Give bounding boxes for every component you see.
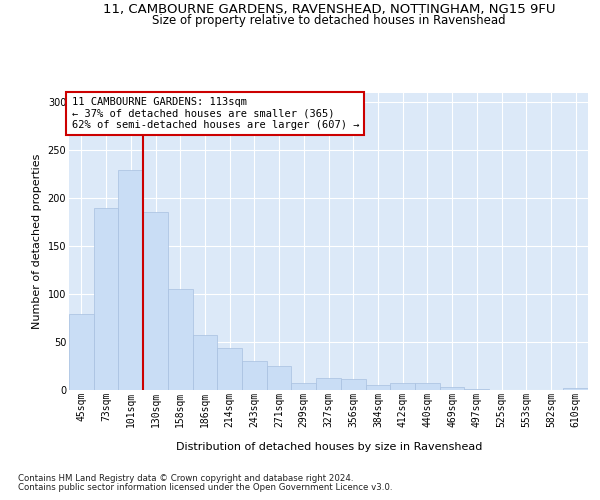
Bar bbox=[316, 378, 341, 390]
Bar bbox=[143, 212, 168, 390]
Bar bbox=[168, 289, 193, 390]
Bar bbox=[390, 384, 415, 390]
Text: Contains public sector information licensed under the Open Government Licence v3: Contains public sector information licen… bbox=[18, 484, 392, 492]
Bar bbox=[267, 366, 292, 390]
Text: Distribution of detached houses by size in Ravenshead: Distribution of detached houses by size … bbox=[176, 442, 482, 452]
Bar bbox=[193, 336, 217, 390]
Bar bbox=[415, 384, 440, 390]
Text: 11 CAMBOURNE GARDENS: 113sqm
← 37% of detached houses are smaller (365)
62% of s: 11 CAMBOURNE GARDENS: 113sqm ← 37% of de… bbox=[71, 97, 359, 130]
Text: Contains HM Land Registry data © Crown copyright and database right 2024.: Contains HM Land Registry data © Crown c… bbox=[18, 474, 353, 483]
Text: 11, CAMBOURNE GARDENS, RAVENSHEAD, NOTTINGHAM, NG15 9FU: 11, CAMBOURNE GARDENS, RAVENSHEAD, NOTTI… bbox=[103, 2, 555, 16]
Bar bbox=[242, 361, 267, 390]
Bar bbox=[292, 384, 316, 390]
Bar bbox=[69, 314, 94, 390]
Bar bbox=[118, 170, 143, 390]
Bar bbox=[440, 387, 464, 390]
Bar bbox=[563, 388, 588, 390]
Bar bbox=[365, 385, 390, 390]
Text: Size of property relative to detached houses in Ravenshead: Size of property relative to detached ho… bbox=[152, 14, 506, 27]
Bar bbox=[94, 208, 118, 390]
Y-axis label: Number of detached properties: Number of detached properties bbox=[32, 154, 42, 329]
Bar bbox=[341, 380, 365, 390]
Bar bbox=[217, 348, 242, 390]
Bar bbox=[464, 389, 489, 390]
